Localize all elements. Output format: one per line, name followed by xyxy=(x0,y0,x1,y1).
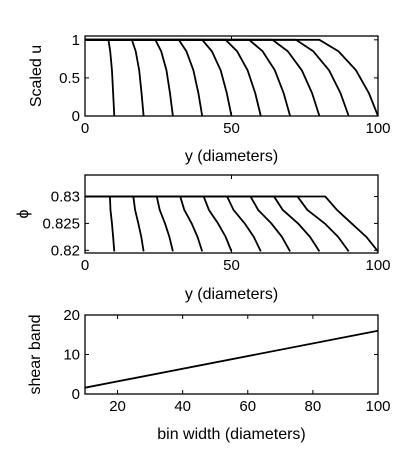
series-line-4 xyxy=(85,38,204,117)
chart-1: 0 50 100 0 0.5 1 y (diameters) Scaled u xyxy=(28,32,391,165)
plot-frame xyxy=(84,174,379,254)
y-tick-label: 0 xyxy=(72,386,80,403)
y-tick-label: 1 xyxy=(72,32,80,49)
y-tick-label: 0.5 xyxy=(59,70,80,87)
x-axis-label: bin width (diameters) xyxy=(157,426,306,443)
series-line-3 xyxy=(85,38,174,117)
x-tick-label: 50 xyxy=(223,257,240,274)
chart-2: 0 50 100 0.82 0.825 0.83 y (diameters) ϕ xyxy=(15,174,391,303)
series-line-1 xyxy=(85,38,116,117)
y-axis-label: shear band xyxy=(27,314,44,394)
x-tick-label: 100 xyxy=(365,120,390,137)
x-tick-label: 0 xyxy=(81,120,89,137)
series-line-7 xyxy=(85,38,291,117)
x-tick-label: 40 xyxy=(174,398,191,415)
x-tick-label: 0 xyxy=(81,257,89,274)
y-tick-label: 20 xyxy=(63,307,80,324)
y-tick-label: 0 xyxy=(72,108,80,125)
series-line-10 xyxy=(85,195,379,252)
plot-frame xyxy=(84,314,379,395)
x-axis-label: y (diameters) xyxy=(185,148,278,165)
series-line-1 xyxy=(84,329,379,389)
y-axis-label: Scaled u xyxy=(28,45,45,107)
x-tick-label: 60 xyxy=(239,398,256,415)
x-tick-label: 50 xyxy=(223,120,240,137)
series-line-4 xyxy=(85,195,204,252)
series-line-6 xyxy=(85,38,262,117)
chart-3: 20 40 60 80 100 0 10 20 bin width (diameters) she… xyxy=(27,307,391,443)
series-line-3 xyxy=(85,195,174,252)
x-tick-label: 100 xyxy=(365,398,390,415)
x-axis-label: y (diameters) xyxy=(185,286,278,303)
series-line-5 xyxy=(85,38,233,117)
series-line-8 xyxy=(85,195,321,252)
y-tick-label: 0.825 xyxy=(42,215,80,232)
series-line-9 xyxy=(85,38,350,117)
series-line-8 xyxy=(85,38,321,117)
series-line-9 xyxy=(85,195,350,252)
y-tick-label: 0.82 xyxy=(51,242,80,259)
series-line-10 xyxy=(85,38,379,117)
x-tick-label: 80 xyxy=(305,398,322,415)
series-line-7 xyxy=(85,195,291,252)
x-tick-label: 100 xyxy=(365,257,390,274)
y-tick-label: 10 xyxy=(63,347,80,364)
y-tick-label: 0.83 xyxy=(51,189,80,206)
y-axis-label: ϕ xyxy=(15,209,32,218)
x-tick-label: 20 xyxy=(109,398,126,415)
series-line-1 xyxy=(85,195,116,252)
